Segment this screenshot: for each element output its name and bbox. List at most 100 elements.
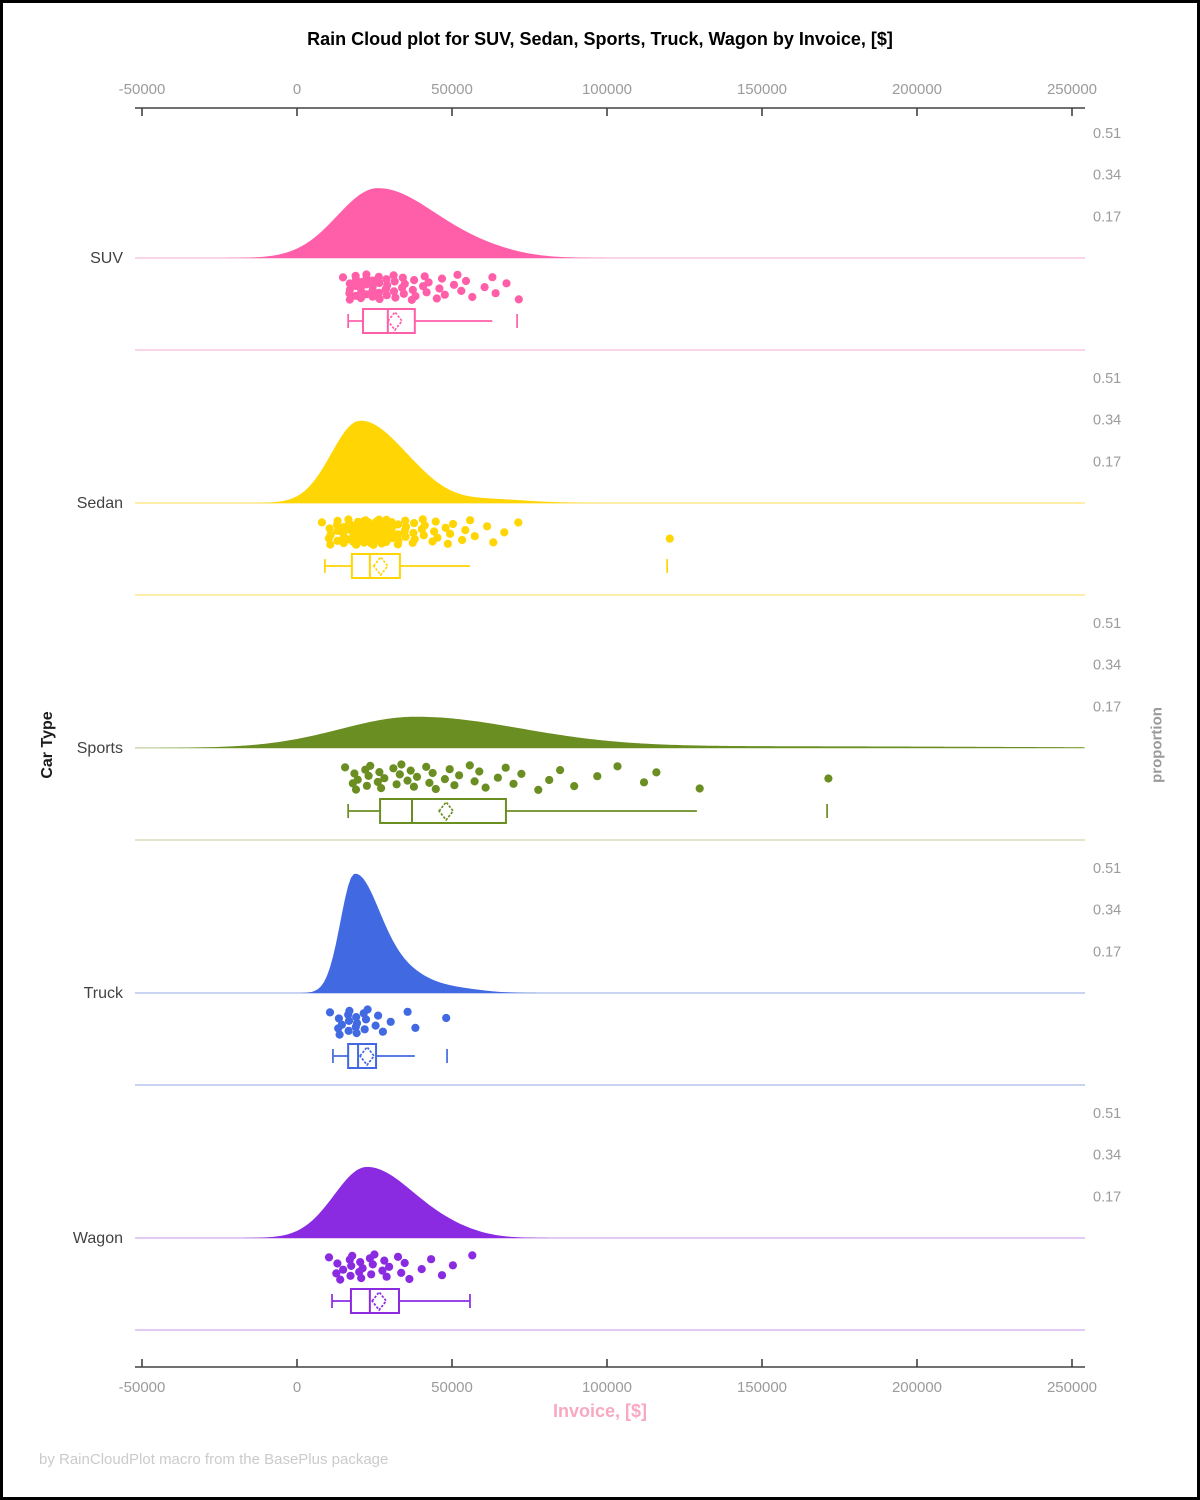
rain-point	[368, 292, 377, 301]
chart-title: Rain Cloud plot for SUV, Sedan, Sports, …	[307, 29, 893, 49]
rain-point	[336, 1275, 345, 1284]
rain-point	[481, 783, 490, 792]
rain-point	[403, 1007, 412, 1016]
rain-point	[442, 1013, 451, 1023]
rain-point	[382, 275, 391, 284]
rain-point	[359, 526, 368, 536]
rain-point	[368, 282, 377, 291]
rain-point	[424, 278, 433, 287]
box	[350, 553, 401, 579]
rain-point	[465, 761, 474, 770]
rain-point	[374, 272, 383, 281]
rain-point	[351, 271, 360, 280]
rain-point	[389, 271, 398, 280]
rain-point	[351, 524, 360, 533]
rain-point	[326, 530, 335, 539]
rain-point	[374, 288, 383, 297]
rain-point	[367, 1270, 376, 1279]
rain-point	[397, 760, 406, 769]
rain-point	[457, 286, 466, 295]
rain-point	[351, 785, 361, 794]
rain-point	[534, 785, 543, 795]
rain-point	[405, 1274, 414, 1284]
rain-point	[389, 287, 399, 296]
x-tick-label-top: 150000	[737, 81, 787, 98]
proportion-tick-label: 0.17	[1093, 1189, 1121, 1205]
rain-point	[392, 780, 401, 789]
rain-point	[357, 1274, 366, 1283]
rain-point	[410, 519, 419, 528]
rain-point	[375, 294, 384, 304]
category-label: Wagon	[73, 1230, 123, 1247]
rain-point	[325, 1008, 335, 1017]
rain-point	[422, 288, 431, 297]
rain-point	[344, 1026, 353, 1035]
rain-point	[470, 777, 479, 786]
rain-point	[431, 517, 440, 526]
mean-diamond	[438, 800, 455, 822]
rain-point	[470, 532, 479, 541]
rain-point	[345, 1006, 354, 1016]
rain-point	[346, 1271, 355, 1280]
rain-point	[422, 762, 431, 771]
rain-point	[502, 279, 511, 288]
rain-point	[419, 531, 428, 540]
rain-point	[375, 278, 384, 288]
rain-point	[556, 766, 565, 775]
rain-point	[437, 1271, 447, 1280]
mean-diamond	[371, 1290, 388, 1312]
proportion-tick-label: 0.17	[1093, 699, 1121, 715]
rain-point	[408, 285, 417, 295]
y-axis-title: Car Type	[39, 711, 56, 779]
rain-point	[345, 295, 354, 304]
rain-point	[390, 277, 399, 286]
rain-point	[370, 1250, 379, 1259]
category-label: SUV	[90, 250, 123, 267]
rain-point	[358, 1264, 367, 1273]
rain-point	[353, 775, 362, 784]
rain-point	[348, 1251, 357, 1260]
rain-point	[468, 1251, 477, 1260]
rain-point	[517, 769, 526, 779]
density-cloud	[135, 873, 1085, 993]
rain-point	[352, 1019, 362, 1028]
rain-point	[461, 276, 471, 286]
footer-note: by RainCloudPlot macro from the BasePlus…	[39, 1451, 389, 1468]
rain-point	[483, 522, 492, 531]
rain-point	[394, 536, 403, 545]
proportion-tick-label: 0.17	[1093, 209, 1121, 225]
rain-point	[366, 523, 375, 532]
rain-point	[420, 521, 429, 530]
rain-point	[491, 289, 500, 298]
rain-point	[338, 273, 348, 282]
x-tick-label-bottom: 50000	[431, 1379, 473, 1396]
x-tick-label-bottom: 200000	[892, 1379, 942, 1396]
rain-point	[455, 771, 464, 780]
rain-point	[440, 775, 449, 784]
x-tick-label-bottom: 250000	[1047, 1379, 1097, 1396]
x-tick-label-bottom: 100000	[582, 1379, 632, 1396]
rain-point	[382, 537, 391, 546]
rain-point	[461, 526, 470, 535]
rain-point	[333, 1259, 342, 1268]
rain-point	[448, 519, 458, 529]
box	[349, 1288, 400, 1314]
proportion-tick-label: 0.17	[1093, 454, 1121, 470]
rain-point	[394, 520, 403, 529]
rain-point	[350, 769, 359, 778]
proportion-tick-label: 0.34	[1093, 903, 1121, 919]
rain-point	[368, 1260, 377, 1269]
rain-point	[382, 527, 391, 537]
rain-point	[352, 1029, 361, 1038]
rain-point	[441, 523, 450, 532]
rain-point	[362, 781, 371, 790]
rain-point	[420, 272, 429, 281]
rain-point	[445, 765, 454, 774]
rain-point	[425, 778, 434, 788]
rain-point	[385, 1262, 394, 1271]
proportion-tick-label: 0.51	[1093, 126, 1121, 142]
rain-point	[325, 524, 334, 533]
x-tick-label-top: 50000	[431, 81, 473, 98]
rain-point	[335, 1030, 344, 1039]
x-tick-label-top: 250000	[1047, 81, 1097, 98]
